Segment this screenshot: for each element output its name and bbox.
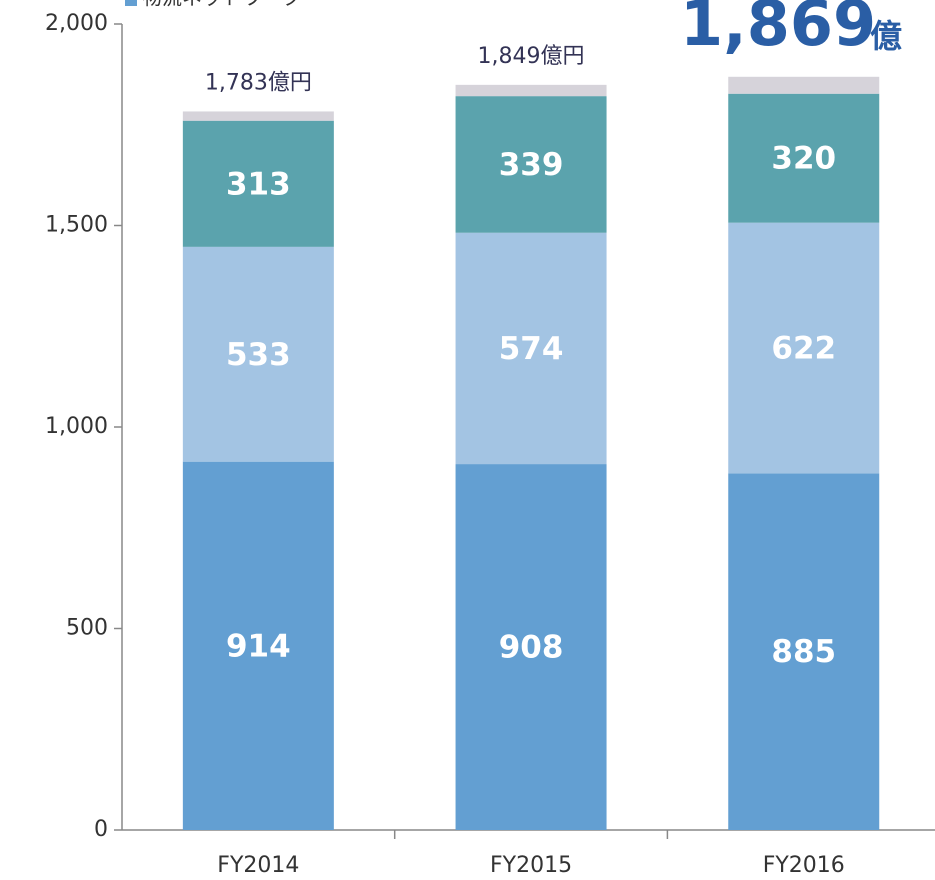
bar-segment xyxy=(728,76,880,94)
legend-swatch xyxy=(125,0,137,6)
bar-segment xyxy=(182,120,334,247)
y-tick-label: 0 xyxy=(94,817,108,842)
value-label: 313 xyxy=(226,166,291,202)
bar-segment xyxy=(182,246,334,462)
value-label: 339 xyxy=(499,147,564,183)
value-label: 908 xyxy=(499,630,564,666)
legend-label: 物流ネットワーク xyxy=(142,0,302,10)
value-label: 914 xyxy=(226,628,291,664)
bar-segment xyxy=(455,96,607,233)
x-tick-label: FY2016 xyxy=(763,853,845,878)
y-tick-label: 500 xyxy=(66,616,108,641)
bar-segment xyxy=(182,461,334,830)
value-label: 622 xyxy=(771,331,836,367)
y-tick-label: 1,500 xyxy=(45,213,108,238)
bar-segment xyxy=(728,93,880,223)
y-tick-label: 1,000 xyxy=(45,414,108,439)
value-label: 574 xyxy=(499,331,564,367)
bar-segment xyxy=(455,84,607,97)
total-label: 1,849億円 xyxy=(478,44,585,69)
bar-segment xyxy=(455,464,607,830)
x-tick-label: FY2014 xyxy=(217,853,299,878)
highlight-unit: 億 xyxy=(870,17,902,55)
total-label: 1,783億円 xyxy=(205,70,312,95)
value-label: 533 xyxy=(226,337,291,373)
bar-segment xyxy=(182,111,334,121)
bar-segment xyxy=(728,473,880,830)
value-label: 885 xyxy=(771,634,836,670)
y-tick-label: 2,000 xyxy=(45,11,108,36)
highlight-total: 1,869 xyxy=(680,0,876,60)
bar-segment xyxy=(455,232,607,465)
x-tick-label: FY2015 xyxy=(490,853,572,878)
bar-segment xyxy=(728,222,880,474)
value-label: 320 xyxy=(771,141,836,177)
